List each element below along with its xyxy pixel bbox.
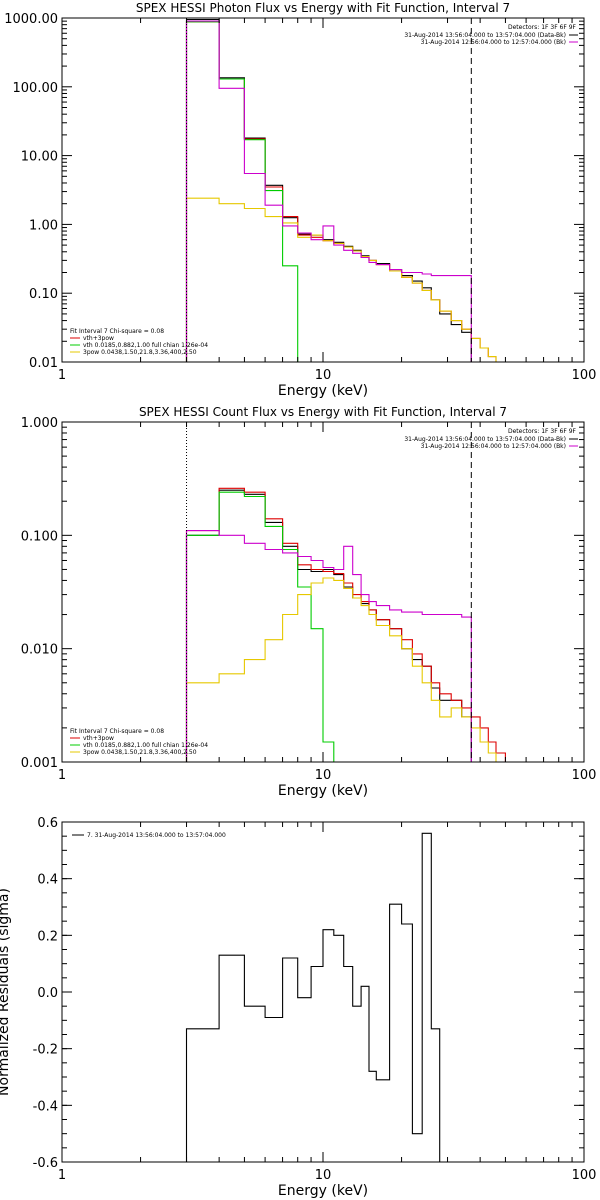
fit-legend-label: vth+3pow	[83, 335, 114, 342]
series-line-vth+3pow	[185, 487, 517, 763]
legend-title: Detectors: 1F 3F 6F 9F	[508, 24, 577, 31]
x-tick-label: 1	[58, 768, 66, 783]
y-tick-label: 0.2	[37, 929, 58, 944]
y-tick-label: 0.0	[37, 986, 58, 1001]
chart-panel-1: SPEX HESSI Photon Flux vs Energy with Fi…	[4, 1, 596, 399]
x-axis-label: Energy (keV)	[278, 1183, 368, 1199]
series-line-vth	[185, 491, 335, 762]
y-tick-label: 10.00	[21, 150, 58, 165]
fit-legend-label: vth 0.0185,0.882,1.00 full chian 1.26e-0…	[83, 742, 208, 749]
x-tick-label: 100	[572, 1168, 597, 1183]
series-line-3pow	[185, 577, 517, 763]
series-line-background	[185, 530, 472, 762]
x-axis-label: Energy (keV)	[278, 783, 368, 799]
y-tick-label: 1.000	[21, 416, 58, 431]
y-tick-label: -0.4	[33, 1099, 58, 1114]
y-tick-label: 0.001	[21, 756, 58, 771]
y-tick-label: 0.100	[21, 529, 58, 544]
y-tick-label: 1000.00	[4, 12, 58, 27]
y-tick-label: 0.4	[37, 873, 58, 888]
legend-title: Detectors: 1F 3F 6F 9F	[508, 428, 577, 435]
x-tick-label: 10	[315, 1168, 332, 1183]
x-tick-label: 100	[572, 368, 597, 383]
y-axis-label: Normalized Residuals (sigma)	[0, 888, 12, 1096]
x-tick-label: 10	[315, 368, 332, 383]
legend-entry-label: 31-Aug-2014 13:56:04.000 to 13:57:04.000…	[404, 436, 566, 443]
fit-legend-header: Fit Interval 7 Chi-square = 0.08	[70, 728, 164, 735]
y-tick-label: -0.2	[33, 1043, 58, 1058]
chart-title: SPEX HESSI Photon Flux vs Energy with Fi…	[136, 1, 510, 15]
series-line-data	[185, 18, 472, 362]
legend-entry-label: 31-Aug-2014 12:56:04.000 to 12:57:04.000…	[421, 443, 566, 450]
fit-legend-header: Fit Interval 7 Chi-square = 0.08	[70, 328, 164, 335]
x-tick-label: 1	[58, 1168, 66, 1183]
x-tick-label: 100	[572, 768, 597, 783]
series-line-7.	[185, 832, 441, 1162]
series-line-data	[185, 489, 472, 762]
chart-panel-3: 1 10 100 0.6 0.4 0.2 0.0 -0.2 -0.4 -0.6 Energy (ke…	[0, 816, 596, 1199]
series-line-vth+3pow	[185, 21, 506, 363]
x-axis-label: Energy (keV)	[278, 383, 368, 399]
x-tick-label: 1	[58, 368, 66, 383]
fit-legend-label: vth 0.0185,0.882,1.00 full chian 1.26e-0…	[83, 342, 208, 349]
fit-legend-label: 3pow 0.0438,1.50,21.8,3.36,400,2.50	[83, 749, 197, 756]
legend-entry-label: 31-Aug-2014 12:56:04.000 to 12:57:04.000…	[421, 39, 566, 46]
legend-entry-label: 7. 31-Aug-2014 13:56:04.000 to 13:57:04.…	[87, 832, 226, 839]
y-tick-label: -0.6	[33, 1156, 58, 1171]
fit-legend-label: vth+3pow	[83, 735, 114, 742]
series-line-background	[185, 20, 472, 362]
fit-legend-label: 3pow 0.0438,1.50,21.8,3.36,400,2.50	[83, 349, 197, 356]
y-tick-label: 0.10	[29, 287, 58, 302]
y-tick-label: 0.010	[21, 643, 58, 658]
series-line-vth	[185, 21, 312, 363]
x-tick-label: 10	[315, 768, 332, 783]
y-tick-label: 0.01	[29, 356, 58, 371]
y-tick-label: 100.00	[13, 81, 59, 96]
y-tick-label: 1.00	[29, 218, 58, 233]
series-line-3pow	[185, 197, 506, 363]
plot-frame	[61, 17, 585, 363]
chart-panel-2: SPEX HESSI Count Flux vs Energy with Fit…	[21, 405, 597, 799]
chart-title: SPEX HESSI Count Flux vs Energy with Fit…	[139, 405, 507, 419]
y-tick-label: 0.6	[37, 816, 58, 831]
plot-frame	[61, 821, 585, 1163]
legend-entry-label: 31-Aug-2014 13:56:04.000 to 13:57:04.000…	[404, 32, 566, 39]
